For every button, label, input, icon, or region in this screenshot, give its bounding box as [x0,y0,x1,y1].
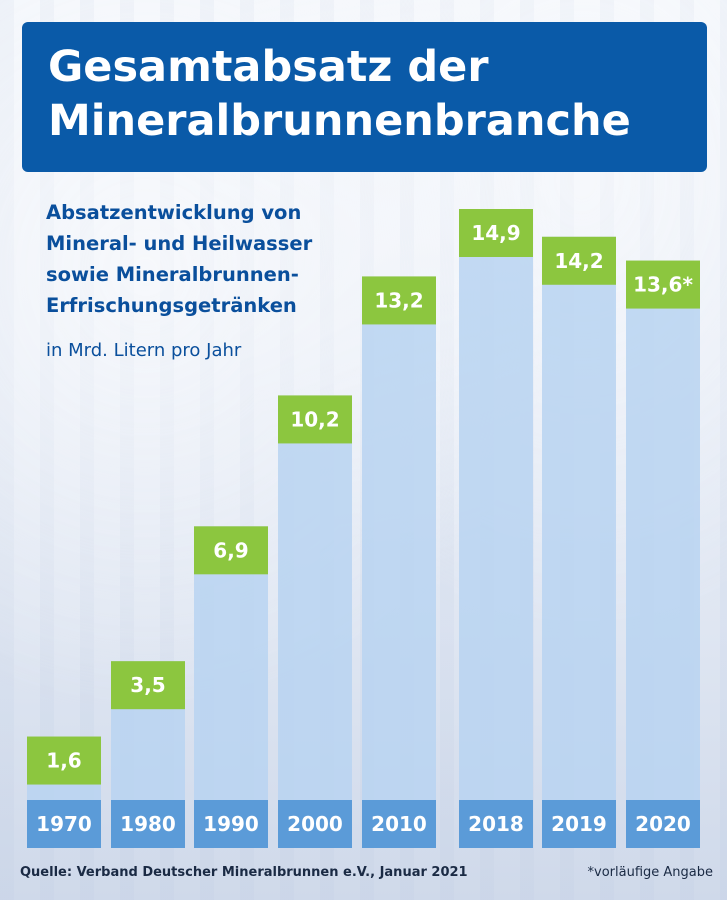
value-label-box-1980 [111,661,185,710]
year-box-1970 [27,800,101,848]
bar-2019 [542,236,616,800]
value-label-box-1970 [27,736,101,785]
bar-2018 [459,209,533,800]
year-label-2000: 2000 [287,812,343,836]
subtitle-line-3: sowie Mineralbrunnen- [46,263,299,286]
title-banner: Gesamtabsatz der Mineralbrunnenbranche [22,22,707,172]
bar-2020 [626,260,700,801]
value-label-box-2019 [542,236,616,285]
year-label-2020: 2020 [635,812,691,836]
year-label-1970: 1970 [36,812,92,836]
year-label-1980: 1980 [120,812,176,836]
year-label-2019: 2019 [551,812,607,836]
value-label-2010: 13,2 [374,288,423,312]
value-label-2000: 10,2 [290,407,339,431]
value-label-1990: 6,9 [213,538,248,562]
year-box-2010 [362,800,436,848]
value-label-box-2000 [278,395,352,444]
page-title: Gesamtabsatz der Mineralbrunnenbranche [48,40,631,148]
subtitle-line-1: Absatzentwicklung von [46,201,302,224]
chart-subtitle: Absatzentwicklung von Mineral- und Heilw… [46,197,376,321]
subtitle-line-2: Mineral- und Heilwasser [46,232,313,255]
year-label-2010: 2010 [371,812,427,836]
unit-label: in Mrd. Litern pro Jahr [46,340,242,361]
value-label-2018: 14,9 [471,221,520,245]
year-box-2018 [459,800,533,848]
year-box-1980 [111,800,185,848]
value-label-1980: 3,5 [130,673,165,697]
bar-2000 [278,395,352,800]
source-note: Quelle: Verband Deutscher Mineralbrunnen… [20,865,468,880]
year-box-2019 [542,800,616,848]
bar-2010 [362,276,436,800]
title-line-2: Mineralbrunnenbranche [48,96,631,146]
subtitle-line-4: Erfrischungsgetränken [46,294,297,317]
value-label-box-2010 [362,276,436,325]
value-label-2020: 13,6* [633,273,693,297]
year-label-1990: 1990 [203,812,259,836]
year-box-2020 [626,800,700,848]
value-label-box-2020 [626,260,700,309]
value-label-box-2018 [459,209,533,257]
year-box-2000 [278,800,352,848]
year-label-2018: 2018 [468,812,524,836]
footnote: *vorläufige Angabe [587,865,713,880]
value-label-2019: 14,2 [554,249,603,273]
value-label-1970: 1,6 [46,749,81,773]
title-line-1: Gesamtabsatz der [48,42,489,92]
year-box-1990 [194,800,268,848]
value-label-box-1990 [194,526,268,575]
